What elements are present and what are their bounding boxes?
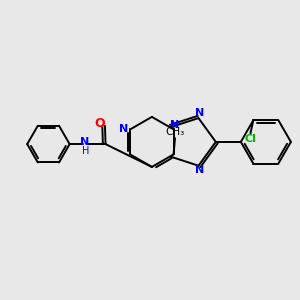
Text: N: N xyxy=(119,124,128,134)
Text: CH₃: CH₃ xyxy=(165,127,185,137)
Text: N: N xyxy=(195,108,205,118)
Text: N: N xyxy=(170,120,179,130)
Text: H: H xyxy=(82,146,89,156)
Text: Cl: Cl xyxy=(244,134,256,144)
Text: O: O xyxy=(94,117,105,130)
Text: N: N xyxy=(80,137,90,147)
Text: N: N xyxy=(195,165,205,176)
